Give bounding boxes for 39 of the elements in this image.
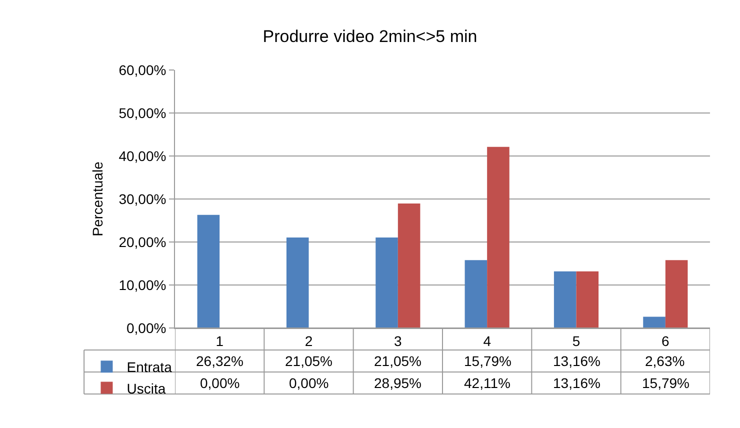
y-tick-label: 30,00% bbox=[118, 190, 166, 207]
bar bbox=[286, 237, 309, 328]
x-tick-label: 5 bbox=[572, 332, 580, 349]
data-label: 13,16% bbox=[553, 375, 600, 391]
data-label: 0,00% bbox=[289, 375, 329, 391]
x-tick-label: 6 bbox=[662, 332, 670, 349]
y-tick-label: 10,00% bbox=[118, 276, 166, 293]
bar bbox=[376, 237, 398, 328]
data-label: 2,63% bbox=[645, 353, 685, 369]
bar bbox=[398, 204, 420, 328]
x-tick-label: 1 bbox=[216, 332, 224, 349]
data-label: 13,16% bbox=[553, 353, 600, 369]
y-tick-label: 20,00% bbox=[118, 234, 166, 250]
data-label: 21,05% bbox=[374, 353, 422, 369]
bar bbox=[197, 214, 220, 328]
bar bbox=[643, 316, 666, 328]
bar bbox=[576, 271, 599, 328]
y-tick-label: 0,00% bbox=[126, 320, 166, 336]
data-label: 15,79% bbox=[464, 353, 512, 369]
data-label: 42,11% bbox=[464, 375, 510, 391]
data-label: 0,00% bbox=[200, 375, 240, 391]
y-tick-label: 60,00% bbox=[118, 62, 166, 78]
y-tick-label: 40,00% bbox=[118, 148, 166, 164]
x-tick-label: 3 bbox=[394, 332, 402, 349]
data-label: 26,32% bbox=[196, 353, 244, 369]
bar bbox=[487, 146, 510, 328]
y-tick-label: 50,00% bbox=[118, 104, 166, 121]
bar bbox=[554, 271, 576, 328]
x-tick-label: 2 bbox=[304, 332, 313, 349]
data-label: 15,79% bbox=[642, 375, 690, 391]
bar bbox=[665, 260, 688, 328]
chart-title: Produrre video 2min<>5 min bbox=[262, 26, 478, 46]
y-axis-title: Percentuale bbox=[89, 161, 106, 236]
data-label: 28,95% bbox=[374, 375, 422, 391]
data-label: 21,05% bbox=[285, 353, 332, 369]
bar bbox=[464, 260, 488, 328]
legend-label: Uscita bbox=[126, 380, 166, 396]
legend-label: Entrata bbox=[126, 359, 172, 376]
x-tick-label: 4 bbox=[483, 332, 492, 349]
